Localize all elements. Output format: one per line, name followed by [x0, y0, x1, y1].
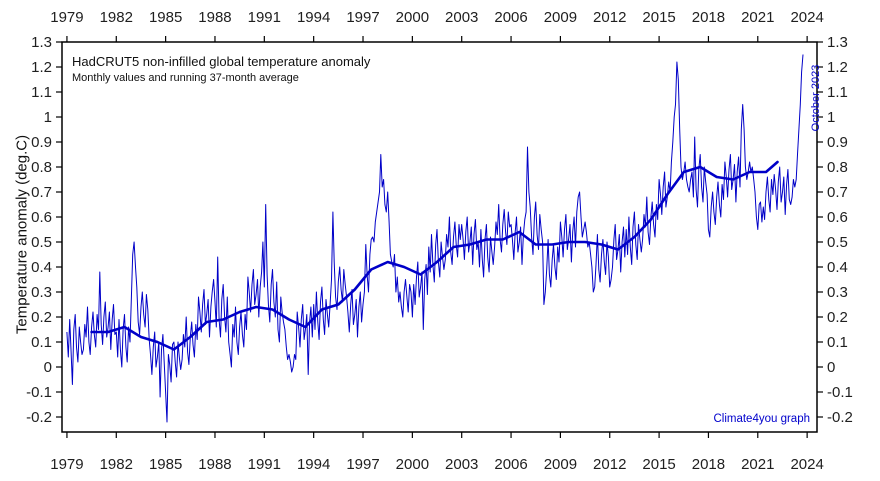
y-tick-label-right: 0 [827, 359, 835, 376]
y-tick-label-left: 0.8 [31, 159, 52, 176]
x-tick-label-bottom: 2021 [741, 456, 774, 473]
y-axis-title: Temperature anomaly (deg.C) [13, 134, 31, 335]
watermark-link[interactable]: Climate4you graph [713, 413, 810, 425]
y-tick-label-right: 0.2 [827, 309, 848, 326]
x-tick-label-bottom: 2000 [396, 456, 429, 473]
x-tick-label-top: 2015 [642, 9, 675, 26]
monthly-values-line [66, 54, 804, 423]
y-tick-label-left: 1.2 [31, 59, 52, 76]
x-tick-label-top: 2006 [494, 9, 527, 26]
y-tick-label-right: 0.5 [827, 234, 848, 251]
y-tick-label-right: 0.4 [827, 259, 848, 276]
y-tick-label-right: 0.8 [827, 159, 848, 176]
y-tick-label-right: 0.6 [827, 209, 848, 226]
y-tick-label-left: 1.1 [31, 84, 52, 101]
x-tick-label-bottom: 1994 [297, 456, 330, 473]
y-tick-label-left: 1 [44, 109, 52, 126]
x-tick-label-top: 2021 [741, 9, 774, 26]
x-tick-label-top: 2024 [790, 9, 823, 26]
x-tick-label-bottom: 2003 [445, 456, 478, 473]
y-tick-label-right: -0.2 [827, 409, 853, 426]
x-tick-label-bottom: 1982 [100, 456, 133, 473]
x-tick-label-bottom: 2015 [642, 456, 675, 473]
x-tick-label-bottom: 1979 [50, 456, 83, 473]
y-tick-label-right: 0.3 [827, 284, 848, 301]
x-tick-label-bottom: 2024 [790, 456, 823, 473]
y-tick-label-left: 0.9 [31, 134, 52, 151]
y-tick-label-left: 1.3 [31, 34, 52, 51]
y-tick-label-left: 0.6 [31, 209, 52, 226]
y-tick-label-left: -0.1 [26, 384, 52, 401]
x-tick-label-top: 1994 [297, 9, 330, 26]
plot-frame [61, 41, 818, 433]
x-tick-label-top: 2012 [593, 9, 626, 26]
x-tick-label-top: 2009 [544, 9, 577, 26]
y-tick-label-right: 0.9 [827, 134, 848, 151]
x-tick-label-top: 1982 [100, 9, 133, 26]
y-tick-label-left: 0.1 [31, 334, 52, 351]
x-tick-label-bottom: 2018 [692, 456, 725, 473]
x-tick-label-bottom: 2012 [593, 456, 626, 473]
x-tick-label-bottom: 1988 [198, 456, 231, 473]
y-tick-label-right: 0.1 [827, 334, 848, 351]
x-tick-label-top: 1979 [50, 9, 83, 26]
y-tick-label-left: 0.7 [31, 184, 52, 201]
y-tick-label-right: -0.1 [827, 384, 853, 401]
y-tick-label-left: 0.4 [31, 259, 52, 276]
x-tick-label-top: 2000 [396, 9, 429, 26]
x-tick-label-bottom: 2009 [544, 456, 577, 473]
y-tick-label-left: 0.3 [31, 284, 52, 301]
y-tick-label-right: 0.7 [827, 184, 848, 201]
x-tick-label-top: 2018 [692, 9, 725, 26]
x-tick-label-bottom: 2006 [494, 456, 527, 473]
x-tick-label-bottom: 1997 [346, 456, 379, 473]
y-tick-label-right: 1 [827, 109, 835, 126]
y-tick-label-right: 1.2 [827, 59, 848, 76]
chart-subtitle: Monthly values and running 37-month aver… [72, 72, 299, 84]
y-tick-label-left: -0.2 [26, 409, 52, 426]
x-tick-label-top: 2003 [445, 9, 478, 26]
x-tick-label-top: 1991 [248, 9, 281, 26]
x-tick-label-top: 1997 [346, 9, 379, 26]
y-tick-label-right: 1.1 [827, 84, 848, 101]
x-tick-label-bottom: 1985 [149, 456, 182, 473]
x-tick-label-top: 1985 [149, 9, 182, 26]
x-tick-label-top: 1988 [198, 9, 231, 26]
chart-title: HadCRUT5 non-infilled global temperature… [72, 54, 371, 69]
latest-month-annotation: October 2023 [810, 64, 822, 132]
y-tick-label-left: 0.2 [31, 309, 52, 326]
x-tick-label-bottom: 1991 [248, 456, 281, 473]
y-tick-label-right: 1.3 [827, 34, 848, 51]
running-average-line [90, 160, 779, 351]
y-tick-label-left: 0.5 [31, 234, 52, 251]
y-tick-label-left: 0 [44, 359, 52, 376]
